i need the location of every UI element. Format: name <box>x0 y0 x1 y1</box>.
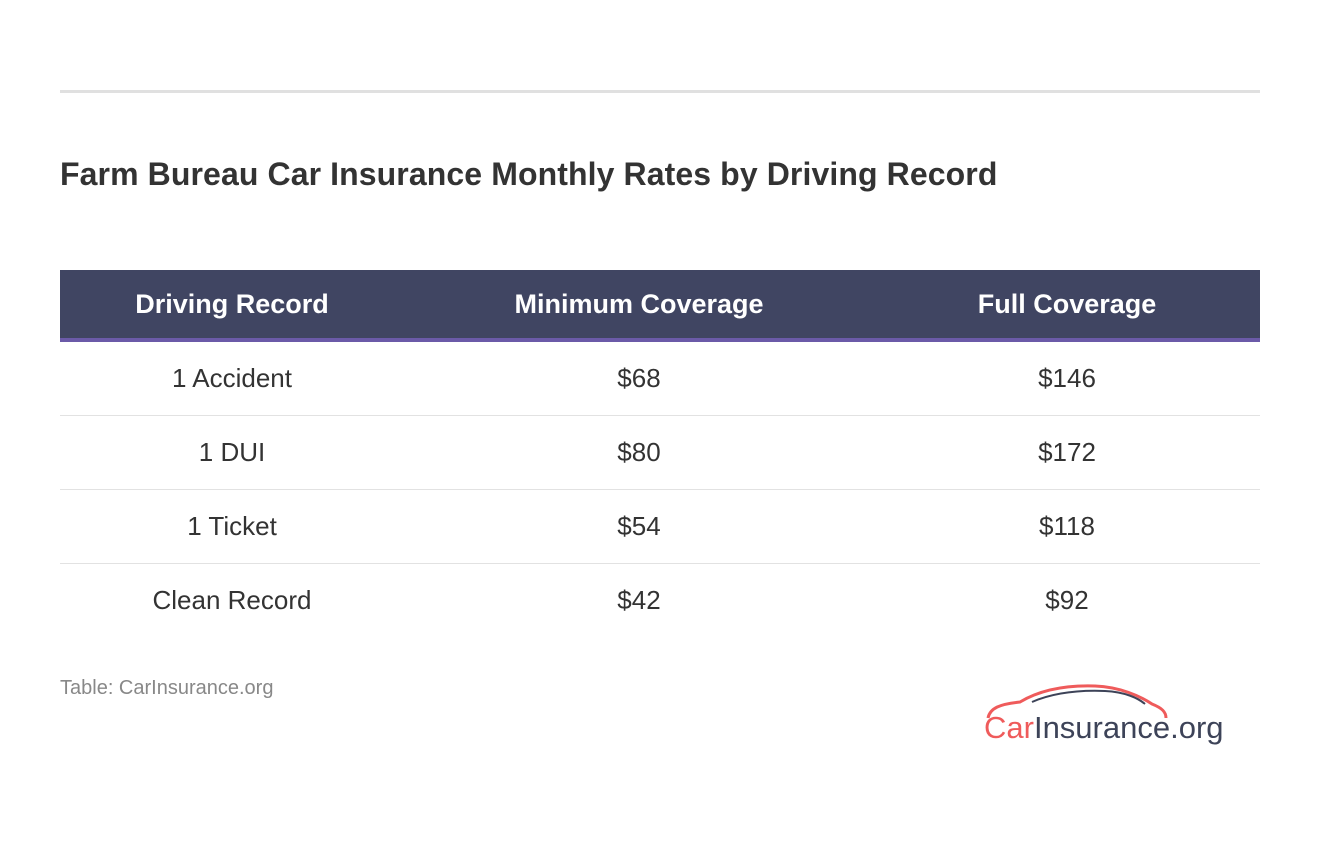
table-cell: $146 <box>874 340 1260 416</box>
table-cell: Clean Record <box>152 585 312 615</box>
header-cell: Minimum Coverage <box>404 270 874 342</box>
table-cell: $92 <box>1045 585 1089 615</box>
logo-car: Car <box>984 710 1034 745</box>
table-cell: 1 Accident <box>60 340 404 416</box>
table-row: 1 DUI $80 $172 <box>60 415 1260 490</box>
table-cell: 1 Ticket <box>60 489 404 564</box>
header-row: Driving Record Minimum Coverage Full Cover… <box>60 270 1260 342</box>
table-cell: $172 <box>874 415 1260 490</box>
header-cell: Driving Record <box>60 270 404 342</box>
top-rule <box>60 90 1260 93</box>
table-body: 1 Accident $68 $146 1 DUI $80 $172 1 Ticket $54… <box>60 340 1260 637</box>
table-row: 1 Ticket $54 $118 <box>60 489 1260 564</box>
logo-text: CarInsurance.org <box>984 710 1224 746</box>
logo-insurance: Insurance.org <box>1033 710 1224 745</box>
table-cell: $68 <box>404 340 874 416</box>
source: Table: CarInsurance.org <box>60 677 274 699</box>
table-row: Clean Record $42 $92 <box>60 564 1260 638</box>
table-cell: $54 <box>404 489 874 564</box>
table-cell: $80 <box>404 415 874 490</box>
rates-table: Driving Record Minimum Coverage Full Cover… <box>60 270 1260 637</box>
table-cell: $118 <box>874 489 1260 564</box>
header-cell: Full Coverage <box>874 270 1260 342</box>
logo-car-outline <box>986 684 1168 719</box>
table-row: 1 Accident $68 $146 <box>60 340 1260 416</box>
table-cell: $42 <box>617 585 661 615</box>
logo: CarInsurance.org <box>980 680 1230 750</box>
title: Farm Bureau Car Insurance Monthly Rates … <box>60 156 998 192</box>
table-cell: 1 DUI <box>60 415 404 490</box>
